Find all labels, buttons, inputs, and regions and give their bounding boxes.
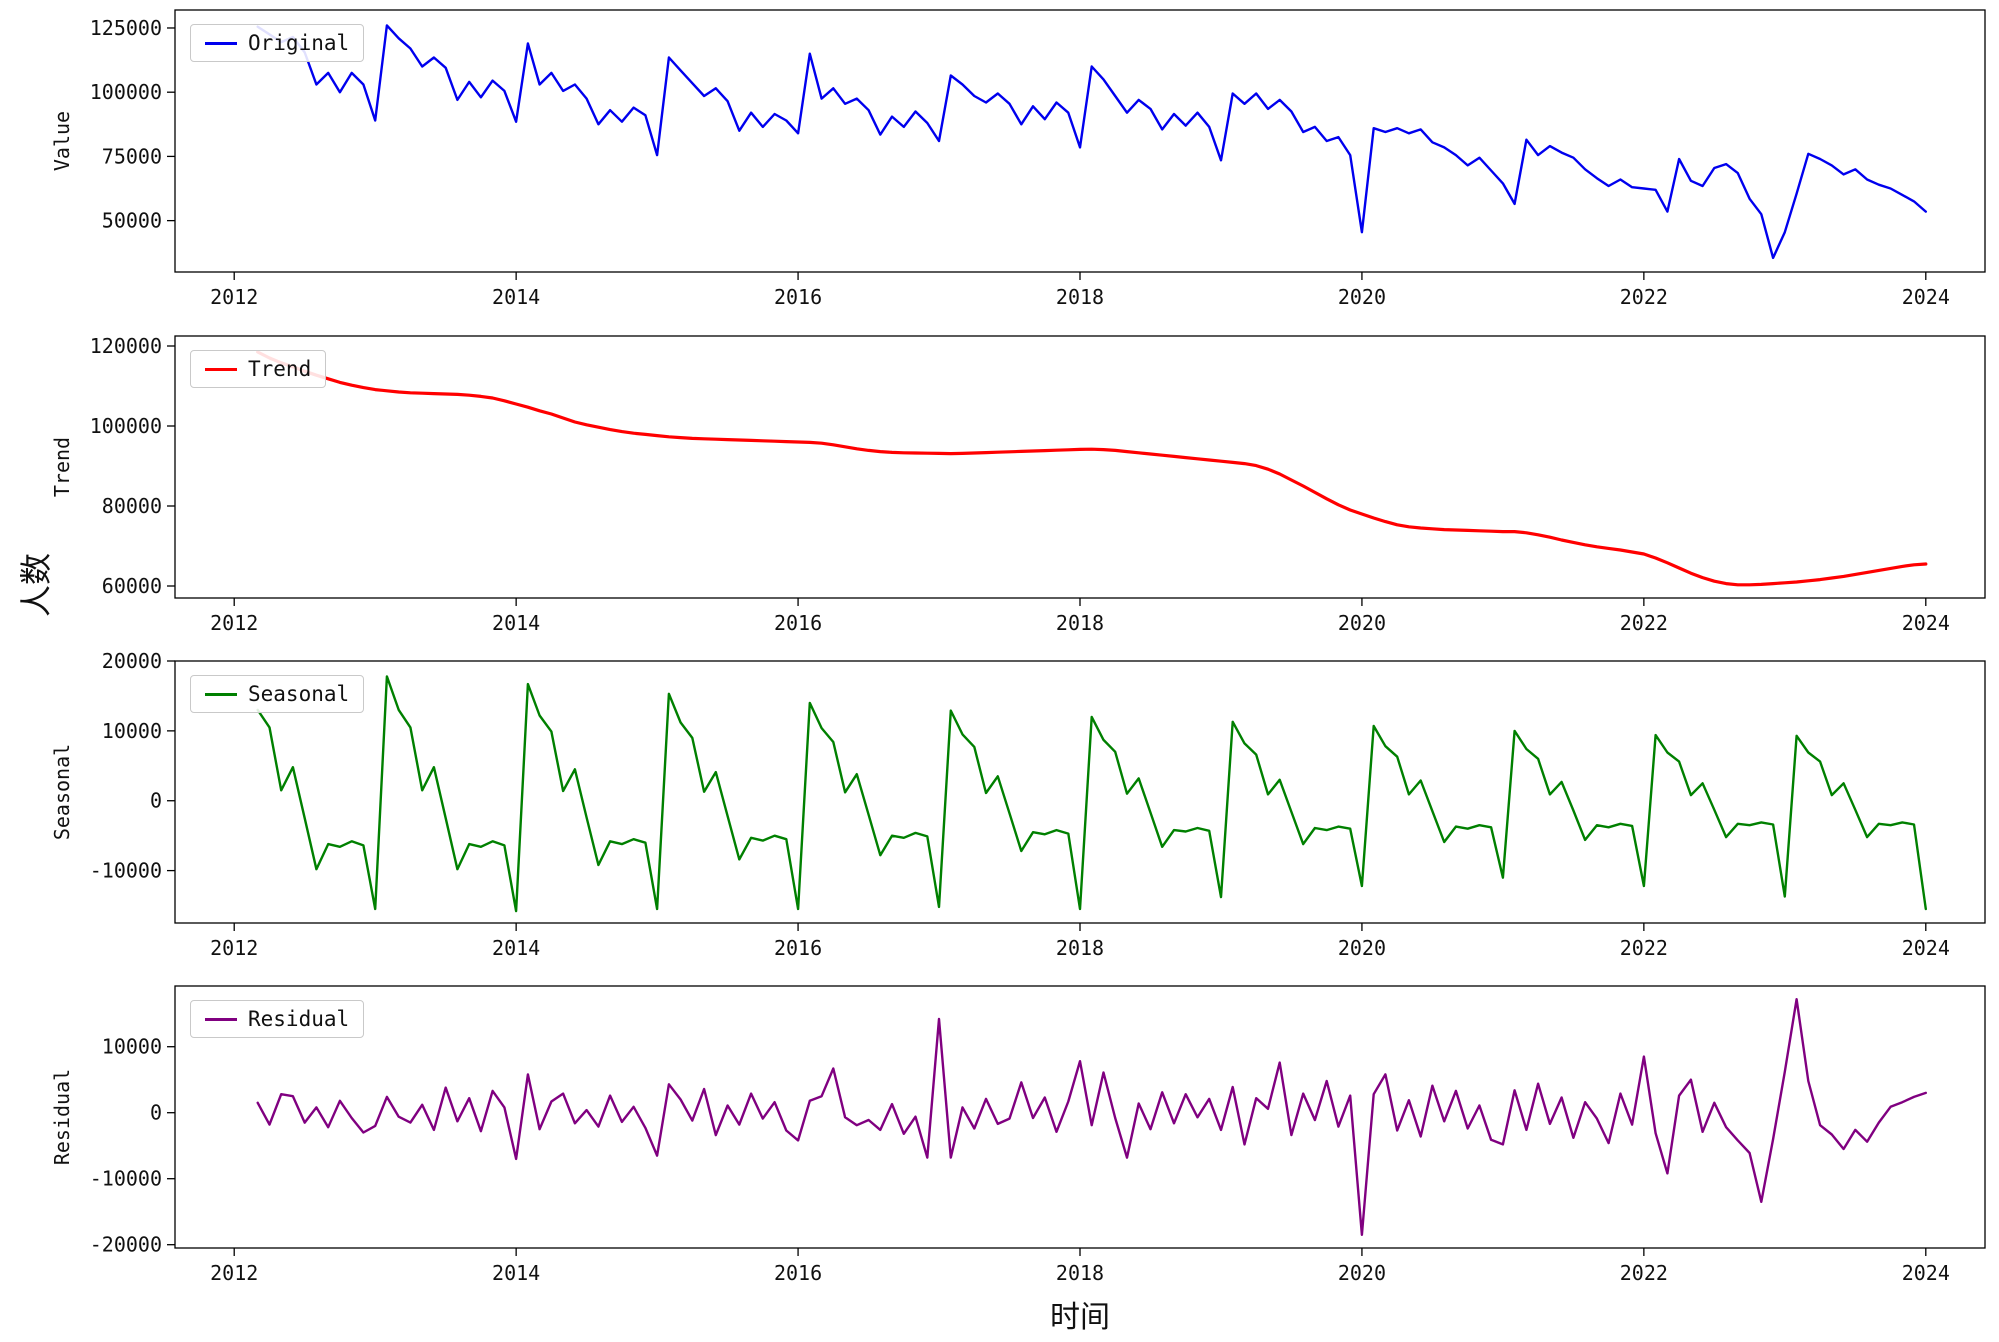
x-tick-label: 2024	[1902, 285, 1950, 309]
x-tick-label: 2024	[1902, 936, 1950, 960]
x-tick-label: 2024	[1902, 1261, 1950, 1285]
trend-legend-line	[205, 367, 237, 371]
x-tick-label: 2012	[210, 936, 258, 960]
figure-xlabel: 时间	[1050, 1300, 1110, 1335]
y-tick-label: 100000	[90, 80, 162, 104]
x-tick-label: 2012	[210, 285, 258, 309]
x-tick-label: 2022	[1620, 936, 1668, 960]
x-tick-label: 2014	[492, 1261, 540, 1285]
y-tick-label: 10000	[102, 1035, 162, 1059]
y-tick-label: -10000	[90, 1167, 162, 1191]
y-tick-label: 120000	[90, 334, 162, 358]
y-tick-label: 75000	[102, 144, 162, 168]
seasonal-legend-label: Seasonal	[248, 682, 350, 706]
original-axes: 50000 75000 100000 125000 2012 2014 2016 2018 20…	[90, 9, 1986, 309]
y-tick-label: 10000	[102, 719, 162, 743]
x-tick-label: 2020	[1338, 611, 1386, 635]
residual-legend: Residual	[190, 1000, 365, 1038]
x-tick-label: 2020	[1338, 285, 1386, 309]
y-tick-label: 100000	[90, 414, 162, 438]
x-tick-label: 2012	[210, 1261, 258, 1285]
y-tick-label: 60000	[102, 574, 162, 598]
seasonal-frame	[174, 660, 1986, 924]
y-tick-label: 50000	[102, 209, 162, 233]
trend-axes: 60000 80000 100000 120000 2012 2014 2016 2018 20…	[90, 334, 1986, 635]
original-legend-line	[205, 41, 237, 45]
original-legend-label: Original	[248, 31, 350, 55]
x-tick-label: 2016	[774, 1261, 822, 1285]
original-ylabel: Value	[50, 110, 74, 172]
trend-legend-label: Trend	[248, 357, 312, 381]
residual-frame	[174, 985, 1986, 1249]
x-tick-label: 2022	[1620, 1261, 1668, 1285]
residual-legend-line	[205, 1017, 237, 1021]
x-tick-label: 2014	[492, 936, 540, 960]
seasonal-axes: -10000 0 10000 20000 2012 2014 2016 2018 2020 202…	[90, 649, 1986, 960]
original-line	[256, 24, 1928, 260]
y-tick-label: 20000	[102, 649, 162, 673]
x-tick-label: 2020	[1338, 936, 1386, 960]
original-legend: Original	[190, 24, 365, 62]
x-tick-label: 2016	[774, 936, 822, 960]
seasonal-line	[256, 675, 1928, 913]
x-tick-label: 2022	[1620, 611, 1668, 635]
trend-ylabel: Trend	[50, 436, 74, 498]
trend-line	[256, 350, 1928, 587]
y-tick-label: 0	[150, 1101, 162, 1125]
x-tick-label: 2024	[1902, 611, 1950, 635]
x-tick-label: 2016	[774, 285, 822, 309]
residual-line	[256, 998, 1928, 1237]
x-tick-label: 2018	[1056, 285, 1104, 309]
residual-ylabel: Residual	[50, 1068, 74, 1166]
x-tick-label: 2018	[1056, 936, 1104, 960]
seasonal-legend: Seasonal	[190, 675, 365, 713]
x-tick-label: 2012	[210, 611, 258, 635]
residual-legend-label: Residual	[248, 1007, 350, 1031]
x-tick-label: 2018	[1056, 611, 1104, 635]
trend-frame	[174, 335, 1986, 599]
seasonal-ylabel: Seasonal	[50, 743, 74, 841]
x-tick-label: 2022	[1620, 285, 1668, 309]
trend-legend: Trend	[190, 350, 327, 388]
y-tick-label: 125000	[90, 16, 162, 40]
y-tick-label: -10000	[90, 859, 162, 883]
y-tick-label: 80000	[102, 494, 162, 518]
figure-ylabel: 人数	[17, 552, 55, 618]
y-tick-label: 0	[150, 789, 162, 813]
seasonal-legend-line	[205, 692, 237, 696]
residual-axes: -20000 -10000 0 10000 2012 2014 2016 2018 2020 20…	[90, 985, 1986, 1285]
x-tick-label: 2018	[1056, 1261, 1104, 1285]
x-tick-label: 2016	[774, 611, 822, 635]
x-tick-label: 2014	[492, 611, 540, 635]
x-tick-label: 2020	[1338, 1261, 1386, 1285]
y-tick-label: -20000	[90, 1233, 162, 1257]
x-tick-label: 2014	[492, 285, 540, 309]
